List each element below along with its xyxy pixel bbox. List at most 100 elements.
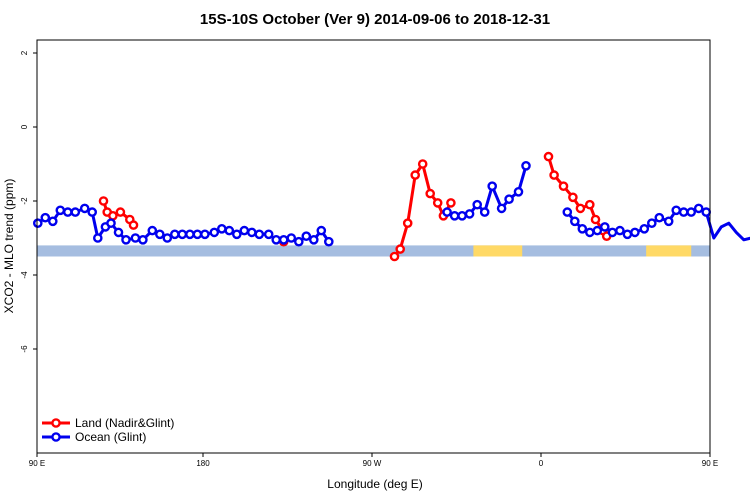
data-point [93,233,103,243]
data-point [504,194,514,204]
plot-frame [36,39,711,454]
data-point [271,234,282,245]
y-tick-label: -4 [20,271,29,279]
data-point [592,225,603,236]
y-axis: 2 0 -2 -4 -6 [20,50,37,353]
legend: Land (Nadir&Glint)Ocean (Glint) [42,416,174,444]
chart-title: 15S-10S October (Ver 9) 2014-09-06 to 20… [200,11,550,28]
data-point [209,227,220,238]
data-point [79,203,90,214]
data-point [293,236,304,247]
data-point [678,207,689,217]
data-point [130,233,141,243]
data-point [48,216,58,227]
y-axis-label: XCO2 - MLO trend (ppm) [2,179,16,314]
data-point [246,227,257,238]
data-point [113,227,124,238]
data-point [432,198,443,208]
data-point [585,227,595,238]
data-point [154,229,165,240]
data-point [496,203,507,214]
plot-series [33,151,750,262]
data-point [402,218,413,228]
land-band [646,245,692,257]
x-tick-label: 0 [539,459,544,468]
x-tick-label: 90 E [702,459,718,468]
data-point [40,212,51,223]
data-point [138,234,148,245]
data-point [549,170,559,180]
data-point [575,203,586,214]
data-point [301,231,312,241]
data-point [663,216,674,227]
data-point [98,196,109,206]
legend-marker [51,418,61,428]
data-point [263,229,274,240]
data-point [590,214,601,225]
data-point [615,225,625,236]
data-point [570,216,580,227]
data-point [55,205,66,216]
data-point [177,229,188,240]
data-point [558,181,569,191]
data-point [169,229,180,240]
data-point [568,192,578,203]
data-point [487,181,498,191]
legend-label: Ocean (Glint) [75,430,146,444]
data-point [278,234,289,245]
land-band [473,245,523,257]
data-point [128,220,139,230]
series-line [393,162,453,258]
x-axis: 90 E 180 90 W 0 90 E [29,453,718,468]
data-point [521,160,531,171]
data-point [607,227,618,238]
data-point [513,186,524,197]
data-point [600,222,610,232]
data-point [457,210,467,221]
data-point [216,223,227,234]
series-land [98,151,612,262]
data-point [286,233,297,243]
data-point [446,198,456,208]
data-point [121,234,131,245]
legend-marker [51,432,61,442]
data-point [639,223,650,234]
y-tick-label: -2 [20,197,29,205]
data-point [185,229,195,240]
data-point [224,225,235,236]
data-point [63,207,73,217]
data-point [449,210,460,221]
x-axis-label: Longitude (deg E) [327,477,422,491]
data-point [395,244,406,254]
y-tick-label: 2 [20,50,29,55]
y-tick-label: 0 [20,124,29,129]
data-point [70,207,81,217]
x-tick-label: 90 W [363,459,382,468]
data-point [162,233,173,243]
legend-label: Land (Nadir&Glint) [75,416,174,430]
data-point [442,207,452,217]
data-point [577,223,588,234]
data-point [425,188,436,199]
data-point [115,207,126,217]
data-point [192,229,203,240]
data-point [630,227,640,238]
data-point [323,236,334,247]
data-point [108,210,118,221]
data-point [464,209,475,219]
data-point [316,225,327,236]
data-point [647,218,657,228]
y-tick-label: -6 [20,345,29,353]
data-point [543,151,554,162]
data-point [33,218,43,228]
data-point [671,205,682,216]
x-tick-label: 180 [196,459,210,468]
data-point [200,229,210,240]
data-point [239,225,250,236]
data-point [389,251,400,262]
data-point [308,234,319,245]
x-tick-label: 90 E [29,459,45,468]
series-ocean [33,160,750,247]
data-point [87,207,97,217]
